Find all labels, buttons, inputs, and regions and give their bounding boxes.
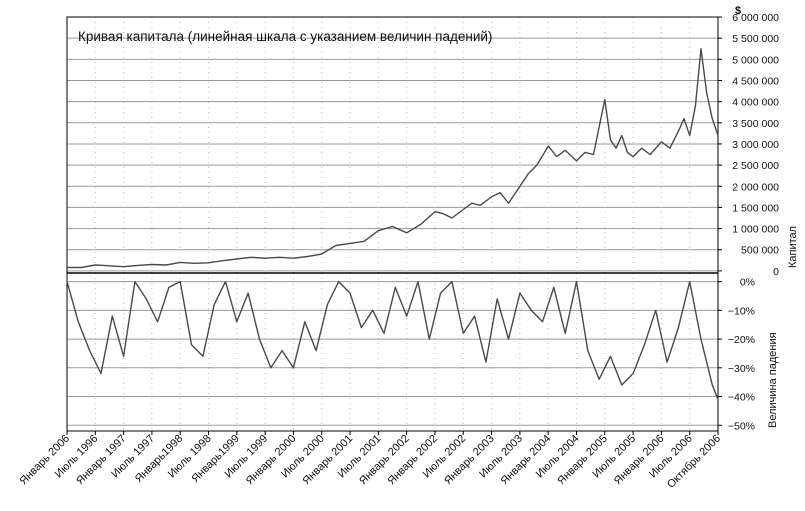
bottom-y-axis-title: Величина падения [767, 332, 779, 428]
bottom-panel-grid [67, 273, 718, 431]
bottom-y-axis: 0% −10% −20% −30% −40% −50% [718, 277, 755, 432]
bottom-y-tick-label: −20% [728, 334, 755, 346]
equity-line [67, 48, 719, 269]
top-y-tick-label: 4 500 000 [732, 75, 779, 87]
top-y-tick-label: 2 000 000 [732, 181, 779, 193]
top-y-tick-label: 3 500 000 [732, 118, 779, 130]
drawdown-line [66, 280, 719, 400]
bottom-y-tick-label: −30% [728, 363, 755, 375]
bottom-y-tick-label: 0% [740, 277, 755, 289]
top-unit-label: $ [735, 5, 741, 17]
top-y-tick-label: 5 500 000 [732, 33, 779, 45]
top-y-tick-label: 500 000 [741, 245, 779, 257]
bottom-y-tick-label: −10% [728, 305, 755, 317]
bottom-y-tick-label: −40% [728, 392, 755, 404]
chart-title: Кривая капитала (линейная шкала с указан… [78, 29, 492, 44]
top-y-tick-label: 5 000 000 [732, 54, 779, 66]
top-y-axis: 0 500 000 1 000 000 1 500 000 2 000 000 2 500… [718, 12, 779, 278]
top-panel-grid [67, 17, 718, 273]
top-y-tick-label: 1 000 000 [732, 224, 779, 236]
top-y-tick-label: 1 500 000 [732, 202, 779, 214]
top-y-tick-label: 3 000 000 [732, 139, 779, 151]
top-y-tick-label: 4 000 000 [732, 97, 779, 109]
equity-series [67, 48, 719, 269]
top-y-tick-label: 0 [773, 266, 779, 278]
top-y-tick-label: 6 000 000 [732, 12, 779, 24]
drawdown-series [66, 280, 719, 400]
top-y-tick-label: 2 500 000 [732, 160, 779, 172]
bottom-y-tick-label: −50% [728, 420, 755, 432]
top-y-axis-title: Капитал [787, 226, 799, 268]
